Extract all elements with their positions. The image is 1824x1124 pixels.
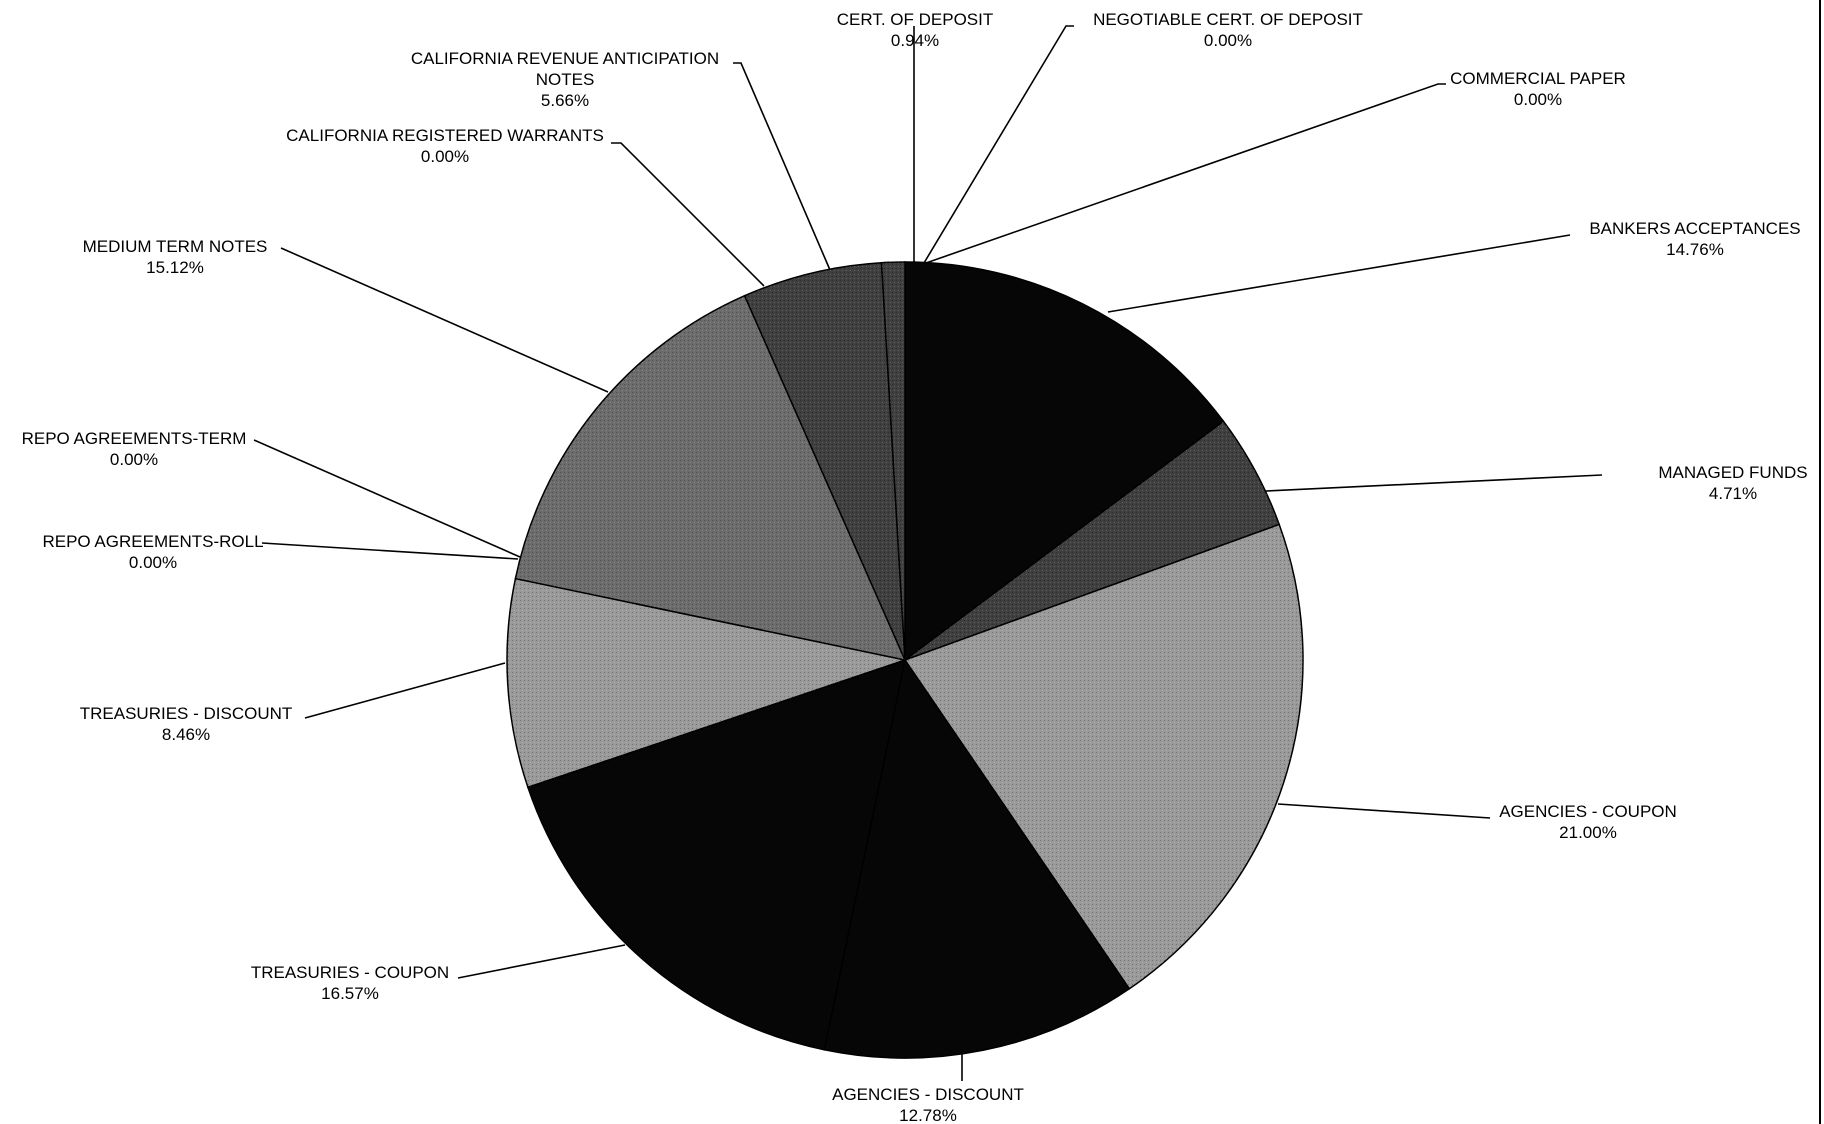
slice-name-label: TREASURIES - COUPON [251, 963, 449, 982]
slice-value-label: 0.94% [891, 31, 939, 50]
label-agencies-coupon: AGENCIES - COUPON 21.00% [1499, 802, 1677, 842]
slice-cert-of-deposit [880, 261, 906, 661]
leader-line-bankers-acceptances [1107, 234, 1571, 313]
label-negotiable-cert-of-deposit: NEGOTIABLE CERT. OF DEPOSIT 0.00% [1093, 10, 1363, 50]
slice-name-label: CALIFORNIA REVENUE ANTICIPATION [411, 49, 719, 68]
label-treasuries-discount: TREASURIES - DISCOUNT 8.46% [80, 704, 293, 744]
slice-treasuries-coupon [526, 658, 906, 1051]
slice-agencies-coupon [903, 523, 1304, 990]
label-bankers-acceptances: BANKERS ACCEPTANCES 14.76% [1589, 219, 1800, 259]
label-repo-agreements-term: REPO AGREEMENTS-TERM 0.00% [22, 429, 247, 469]
label-treasuries-coupon: TREASURIES - COUPON 16.57% [251, 963, 449, 1003]
label-managed-funds: MANAGED FUNDS 4.71% [1658, 463, 1807, 503]
pie-slices [506, 261, 1304, 1059]
leader-line-treasuries-coupon [457, 944, 626, 979]
slice-treasuries-discount [506, 577, 908, 789]
slice-value-label: 8.46% [162, 725, 210, 744]
leader-line-medium-term-notes [280, 247, 609, 393]
leader-line-commercial-paper [925, 83, 1446, 264]
slice-texture [905, 524, 1304, 989]
slice-name-label: NOTES [536, 70, 595, 89]
right-border [1819, 0, 1821, 1124]
slice-value-label: 0.00% [1204, 31, 1252, 50]
label-repo-agreements-roll: REPO AGREEMENTS-ROLL 0.00% [42, 532, 263, 572]
leader-line-repo-agreements-roll [261, 542, 519, 560]
slice-texture [744, 262, 905, 660]
slice-name-label: AGENCIES - DISCOUNT [832, 1085, 1024, 1104]
slice-value-label: 15.12% [146, 258, 204, 277]
slice-name-label: CERT. OF DEPOSIT [837, 10, 994, 29]
slice-name-label: REPO AGREEMENTS-TERM [22, 429, 247, 448]
slice-bankers-acceptances [904, 261, 1225, 662]
slice-texture [515, 295, 905, 660]
slice-texture [881, 262, 905, 660]
slice-name-label: BANKERS ACCEPTANCES [1589, 219, 1800, 238]
leader-line-treasuries-discount [304, 662, 506, 719]
leader-line-repo-agreements-term [253, 439, 521, 558]
slice-name-label: MANAGED FUNDS [1658, 463, 1807, 482]
slice-value-label: 4.71% [1709, 484, 1757, 503]
slice-california-revenue-anticipation-notes [743, 261, 906, 661]
slice-name-label: MEDIUM TERM NOTES [83, 237, 268, 256]
slice-name-label: NEGOTIABLE CERT. OF DEPOSIT [1093, 10, 1363, 29]
slice-value-label: 0.00% [421, 147, 469, 166]
slice-name-label: TREASURIES - DISCOUNT [80, 704, 293, 723]
slice-name-label: AGENCIES - COUPON [1499, 802, 1677, 821]
slice-value-label: 16.57% [321, 984, 379, 1003]
slice-value-label: 14.76% [1666, 240, 1724, 259]
slice-value-label: 12.78% [899, 1106, 957, 1124]
slice-name-label: CALIFORNIA REGISTERED WARRANTS [286, 126, 604, 145]
slice-labels: BANKERS ACCEPTANCES 14.76% MANAGED FUNDS 4.… [22, 10, 1808, 1124]
slice-value-label: 0.00% [110, 450, 158, 469]
slice-agencies-discount [823, 658, 1131, 1059]
leader-line-negotiable-cert-of-deposit [923, 25, 1074, 264]
label-agencies-discount: AGENCIES - DISCOUNT 12.78% [832, 1085, 1024, 1124]
slice-medium-term-notes [514, 294, 907, 662]
slice-name-label: REPO AGREEMENTS-ROLL [42, 532, 263, 551]
slice-value-label: 0.00% [1514, 90, 1562, 109]
leader-line-california-revenue-anticipation-notes [733, 62, 831, 271]
leader-lines [253, 25, 1603, 1081]
label-california-revenue-anticipation-notes: CALIFORNIA REVENUE ANTICIPATION NOTES 5.66… [411, 49, 719, 110]
label-california-registered-warrants: CALIFORNIA REGISTERED WARRANTS 0.00% [286, 126, 604, 166]
label-medium-term-notes: MEDIUM TERM NOTES 15.12% [83, 237, 268, 277]
leader-line-california-registered-warrants [611, 142, 765, 287]
slice-name-label: COMMERCIAL PAPER [1450, 69, 1626, 88]
label-cert-of-deposit: CERT. OF DEPOSIT 0.94% [837, 10, 994, 50]
slice-value-label: 0.00% [129, 553, 177, 572]
label-commercial-paper: COMMERCIAL PAPER 0.00% [1450, 69, 1626, 109]
leader-line-managed-funds [1265, 474, 1603, 492]
slice-texture [506, 578, 905, 788]
leader-line-agencies-coupon [1277, 803, 1491, 819]
slice-value-label: 21.00% [1559, 823, 1617, 842]
slice-value-label: 5.66% [541, 91, 589, 110]
slice-texture [905, 421, 1280, 660]
